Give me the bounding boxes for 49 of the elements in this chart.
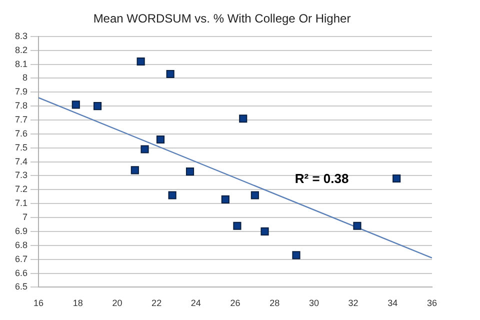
y-tick-label: 7.9 [14,86,28,97]
y-tick-label: 8.2 [14,44,28,55]
chart-title: Mean WORDSUM vs. % With College Or Higher [93,12,351,26]
y-tick-label: 8 [22,72,28,83]
y-tick-label: 6.6 [14,268,28,278]
y-tick-label: 7.1 [14,198,28,208]
point [168,191,176,200]
y-tick-label: 7.3 [14,170,28,180]
point [186,168,194,176]
point [233,222,242,230]
y-tick-label: 6.7 [14,254,28,264]
annotation: R² = 0.38 [294,170,349,186]
x-tick-label: 22 [152,298,162,308]
point [136,57,145,66]
y-tick-label: 7.4 [14,156,28,166]
y-tick-label: 8.1 [14,58,28,69]
point [250,191,259,200]
point [72,100,80,109]
y-tick-label: 7.8 [14,100,28,111]
point [166,70,174,78]
point [392,174,401,183]
x-tick-label: 24 [190,298,201,308]
x-tick-label: 34 [388,298,398,308]
x-tick-label: 26 [230,298,240,308]
x-tick-label: 32 [348,298,358,308]
y-tick-label: 6.5 [14,282,28,292]
point [94,102,102,110]
point [140,145,149,154]
y-tick-label: 7 [22,212,28,222]
point [353,222,362,230]
y-tick-label: 7.6 [14,128,28,138]
point [260,227,269,236]
x-tick-label: 16 [34,298,44,308]
point [221,195,230,204]
point [239,114,248,123]
y-tick-label: 7.7 [14,114,28,124]
point [130,166,139,174]
y-tick-label: 6.8 [14,240,28,250]
x-tick-label: 20 [112,298,122,308]
y-tick-label: 6.9 [14,226,28,236]
y-tick-label: 7.2 [14,184,28,194]
y-tick-label: 7.5 [14,142,28,152]
y-tick-label: 8.3 [14,30,28,41]
point [292,251,300,260]
x-tick-label: 28 [270,298,280,308]
x-tick-label: 30 [308,298,319,308]
x-tick-label: 18 [72,298,83,308]
point [156,135,165,144]
x-tick-label: 36 [426,298,438,308]
